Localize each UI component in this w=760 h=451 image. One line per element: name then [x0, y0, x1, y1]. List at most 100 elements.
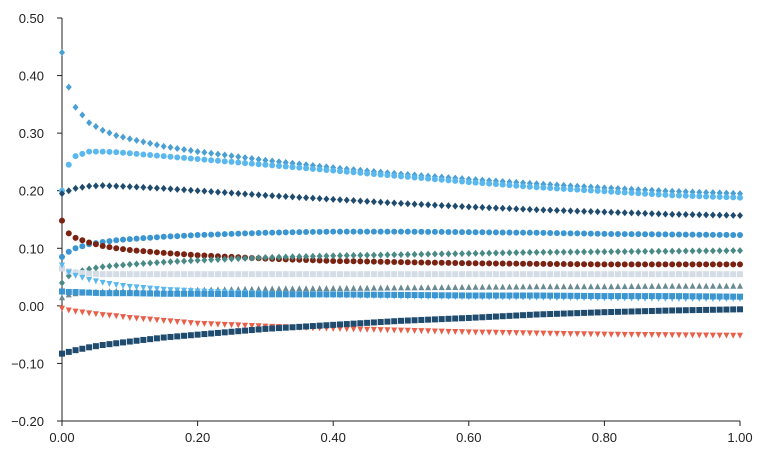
- data-point: [465, 249, 472, 257]
- data-point: [452, 271, 459, 278]
- data-point: [587, 331, 594, 338]
- data-point: [404, 251, 411, 259]
- data-point: [614, 231, 621, 238]
- data-point: [181, 332, 188, 339]
- data-point: [255, 291, 262, 298]
- data-point: [513, 229, 520, 236]
- data-point: [86, 182, 93, 190]
- data-point: [147, 285, 154, 292]
- data-point: [140, 151, 147, 158]
- data-point: [289, 229, 296, 236]
- data-point: [479, 180, 486, 187]
- data-point: [153, 234, 160, 241]
- data-point: [526, 229, 533, 236]
- data-point: [133, 290, 140, 297]
- data-point: [357, 258, 364, 265]
- data-point: [594, 230, 601, 237]
- data-point: [703, 282, 710, 289]
- data-point: [472, 292, 479, 299]
- data-point: [153, 271, 160, 278]
- data-point: [214, 157, 221, 164]
- data-point: [221, 321, 228, 328]
- data-point: [79, 183, 86, 191]
- data-point: [160, 258, 167, 266]
- data-point: [242, 154, 249, 162]
- data-point: [187, 320, 194, 327]
- data-point: [696, 293, 703, 300]
- data-point: [113, 182, 120, 190]
- data-point: [208, 157, 215, 164]
- data-point: [520, 260, 527, 267]
- data-point: [350, 251, 357, 259]
- data-point: [228, 271, 235, 278]
- data-point: [398, 327, 404, 334]
- data-point: [126, 260, 133, 268]
- data-point: [208, 330, 215, 337]
- data-point: [438, 259, 445, 266]
- data-point: [479, 283, 486, 290]
- data-point: [540, 330, 547, 337]
- data-point: [431, 292, 438, 299]
- data-point: [499, 313, 506, 320]
- data-point: [709, 261, 716, 268]
- data-point: [133, 271, 140, 278]
- data-point: [594, 293, 601, 300]
- data-point: [316, 166, 323, 173]
- data-point: [703, 332, 710, 339]
- data-point: [513, 271, 520, 278]
- data-point: [262, 156, 269, 164]
- data-point: [418, 271, 425, 278]
- data-point: [309, 285, 316, 292]
- data-point: [370, 198, 377, 206]
- data-point: [452, 229, 459, 236]
- data-point: [723, 211, 730, 219]
- data-point: [669, 282, 676, 289]
- data-point: [479, 314, 486, 321]
- data-point: [86, 344, 93, 351]
- data-point: [336, 228, 343, 235]
- data-point: [153, 152, 160, 159]
- data-point: [147, 271, 154, 278]
- data-point: [587, 261, 594, 268]
- data-point: [303, 271, 310, 278]
- data-point: [540, 248, 547, 256]
- data-point: [411, 228, 418, 235]
- data-point: [275, 192, 282, 200]
- data-point: [309, 165, 316, 172]
- data-point: [418, 175, 425, 182]
- data-point: [459, 283, 466, 290]
- data-point: [425, 259, 432, 266]
- data-point: [716, 261, 723, 268]
- series-6: [59, 265, 743, 278]
- data-point: [425, 284, 432, 291]
- data-point: [343, 252, 350, 260]
- data-point: [248, 327, 255, 334]
- data-point: [391, 327, 398, 334]
- data-point: [59, 253, 65, 260]
- data-point: [262, 253, 269, 261]
- data-point: [65, 83, 72, 91]
- data-point: [608, 208, 615, 216]
- data-point: [282, 324, 289, 331]
- data-point: [364, 228, 371, 235]
- data-point: [425, 175, 432, 182]
- data-point: [682, 211, 689, 219]
- data-point: [384, 172, 391, 179]
- data-point: [642, 190, 649, 197]
- data-point: [614, 331, 621, 338]
- data-point: [72, 153, 79, 160]
- data-point: [364, 291, 371, 298]
- data-point: [696, 307, 703, 314]
- data-point: [181, 251, 188, 258]
- data-point: [669, 261, 676, 268]
- data-point: [133, 247, 140, 254]
- data-point: [689, 211, 696, 219]
- x-tick-label: 0.40: [321, 430, 346, 445]
- data-point: [167, 318, 174, 325]
- data-point: [499, 204, 506, 212]
- data-point: [526, 205, 533, 213]
- data-point: [574, 186, 581, 193]
- data-point: [140, 316, 147, 323]
- data-point: [235, 189, 242, 197]
